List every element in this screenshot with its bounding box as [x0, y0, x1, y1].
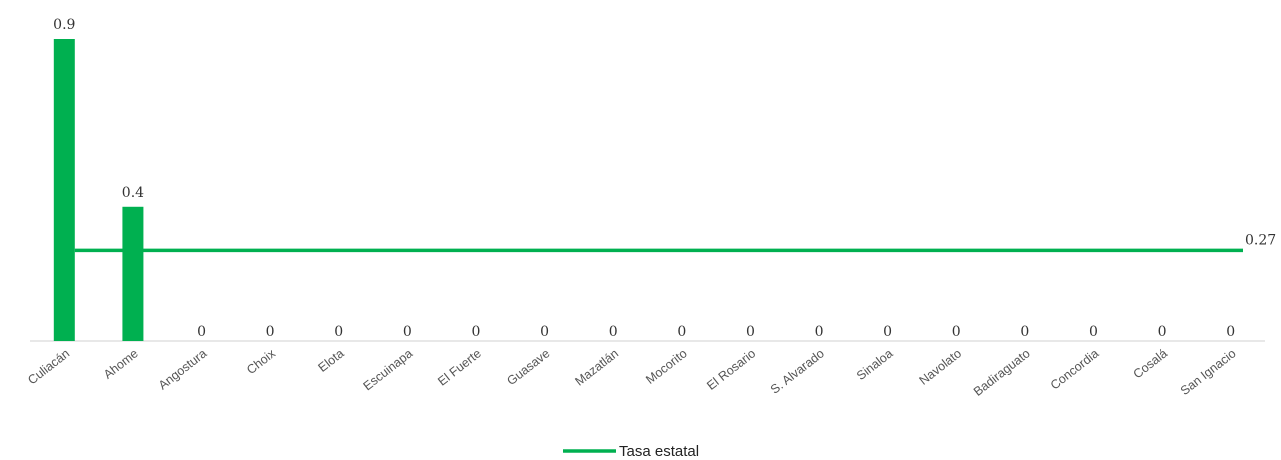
x-tick-label: Mazatlán [572, 346, 621, 388]
data-label: 0 [472, 324, 481, 340]
x-tick-label: Mocorito [643, 346, 689, 387]
data-label: 0 [1089, 324, 1098, 340]
x-tick-label: El Rosario [704, 346, 758, 393]
x-tick-label: Ahome [101, 346, 141, 381]
data-label: 0.4 [122, 185, 144, 201]
x-tick-label: Badiraguato [971, 346, 1033, 399]
data-label: 0 [815, 324, 824, 340]
data-label: 0 [334, 324, 343, 340]
data-label: 0 [197, 324, 206, 340]
x-tick-label: Culiacán [25, 346, 72, 387]
x-tick-label: Escuinapa [361, 346, 416, 393]
data-label: 0 [677, 324, 686, 340]
data-label: 0 [1226, 324, 1235, 340]
x-tick-label: Elota [316, 346, 347, 375]
data-label: 0 [952, 324, 961, 340]
data-label: 0 [403, 324, 412, 340]
x-tick-label: S. Alvarado [768, 346, 827, 396]
x-tick-label: Cosalá [1131, 346, 1170, 381]
data-label: 0.9 [53, 17, 75, 33]
x-tick-label: Angostura [156, 346, 210, 392]
x-tick-label: Concordia [1048, 346, 1102, 392]
data-label: 0 [883, 324, 892, 340]
x-tick-label: Navolato [917, 346, 965, 387]
x-tick-label: Choix [244, 346, 278, 377]
x-tick-label: El Fuerte [435, 346, 484, 388]
x-tick-label: Sinaloa [854, 346, 896, 383]
data-label: 0 [609, 324, 618, 340]
legend-entry: Tasa estatal [619, 443, 699, 460]
data-label: 0 [746, 324, 755, 340]
x-tick-label: Guasave [504, 346, 552, 388]
data-label: 0 [1158, 324, 1167, 340]
data-label: 0 [1020, 324, 1029, 340]
bar [53, 39, 75, 341]
bar [122, 206, 144, 341]
data-label: 0 [540, 324, 549, 340]
x-tick-label: San Ignacio [1178, 346, 1239, 398]
data-label: 0 [266, 324, 275, 340]
reference-line-label: 0.27 [1245, 232, 1276, 248]
